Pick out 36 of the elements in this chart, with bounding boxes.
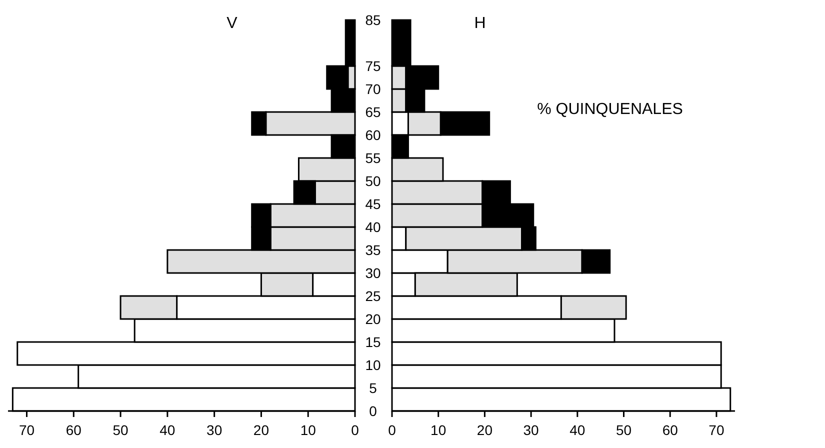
x-tick-label: 60 bbox=[662, 422, 678, 438]
x-tick-label: 0 bbox=[351, 422, 360, 438]
y-tick-label: 10 bbox=[365, 357, 381, 373]
x-tick-label: 60 bbox=[66, 422, 82, 438]
y-tick-label: 45 bbox=[365, 196, 381, 212]
y-tick-label: 40 bbox=[365, 219, 381, 235]
y-tick-label: 30 bbox=[365, 265, 381, 281]
annotation: % QUINQUENALES bbox=[537, 101, 683, 118]
x-tick-label: 50 bbox=[616, 422, 632, 438]
x-tick-label: 10 bbox=[300, 422, 316, 438]
x-tick-label: 30 bbox=[206, 422, 222, 438]
y-tick-label: 25 bbox=[365, 288, 381, 304]
x-tick-label: 70 bbox=[18, 422, 35, 438]
y-tick-label: 5 bbox=[369, 380, 378, 396]
chart-title: V bbox=[226, 15, 238, 32]
y-tick-label: 35 bbox=[365, 242, 381, 258]
chart-title: H bbox=[474, 15, 486, 32]
y-tick-label: 0 bbox=[369, 403, 378, 419]
x-tick-label: 10 bbox=[430, 422, 446, 438]
x-tick-label: 40 bbox=[160, 422, 176, 438]
y-tick-label: 85 bbox=[365, 12, 381, 28]
x-tick-label: 70 bbox=[708, 422, 724, 438]
x-tick-label: 40 bbox=[570, 422, 586, 438]
y-tick-label: 75 bbox=[365, 58, 381, 74]
y-tick-label: 60 bbox=[365, 127, 381, 143]
y-tick-label: 55 bbox=[365, 150, 381, 166]
y-tick-label: 20 bbox=[365, 311, 381, 327]
x-tick-label: 0 bbox=[388, 422, 396, 438]
x-tick-label: 30 bbox=[523, 422, 540, 438]
x-tick-label: 20 bbox=[253, 422, 270, 438]
y-tick-label: 15 bbox=[365, 334, 381, 350]
y-tick-label: 70 bbox=[365, 81, 381, 97]
y-tick-label: 65 bbox=[365, 104, 381, 120]
y-tick-label: 50 bbox=[365, 173, 381, 189]
x-tick-label: 50 bbox=[112, 422, 129, 438]
x-tick-label: 20 bbox=[476, 422, 493, 438]
